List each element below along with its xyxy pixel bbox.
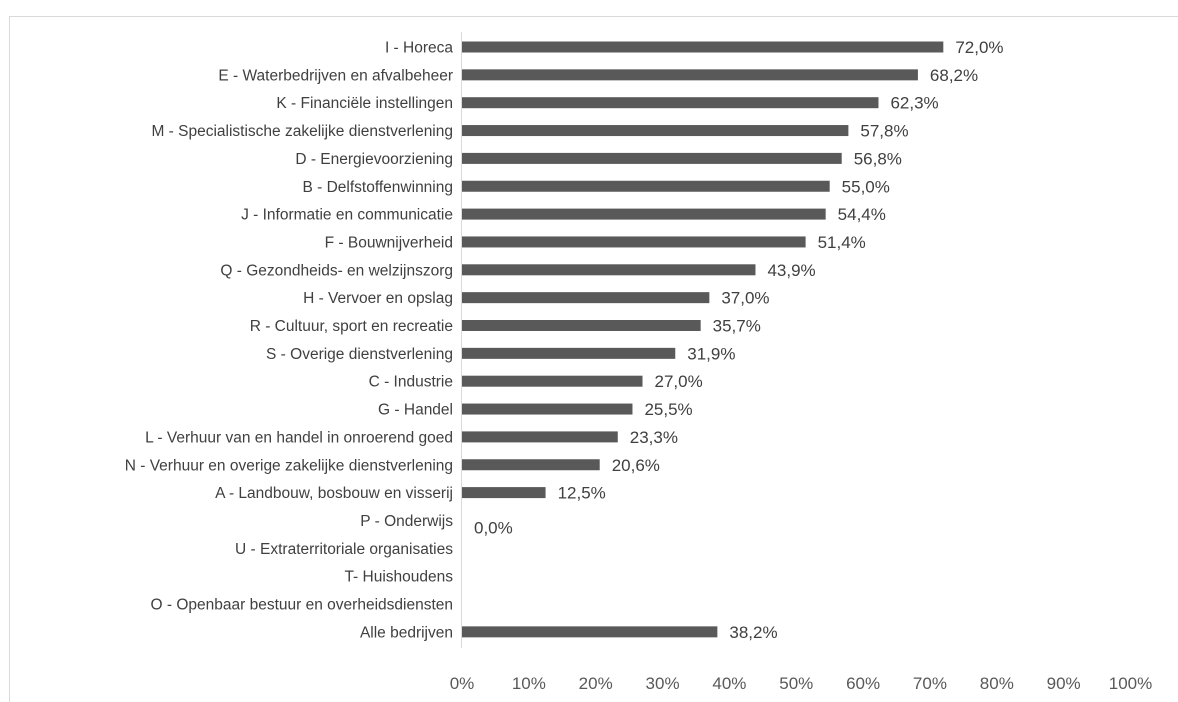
bar	[462, 125, 849, 137]
bar	[462, 375, 643, 387]
category-label: N - Verhuur en overige zakelijke dienstv…	[125, 457, 453, 474]
category-label: Q - Gezondheids- en welzijnszorg	[220, 262, 453, 279]
category-label: I - Horeca	[385, 40, 453, 57]
bar	[462, 69, 918, 81]
category-label: K - Financiële instellingen	[276, 95, 453, 112]
bar	[462, 431, 618, 443]
data-label: 31,9%	[687, 344, 735, 363]
x-axis: 0% 10% 20% 30% 40% 50% 60% 70% 80% 90% 100%	[450, 674, 1153, 693]
bar	[462, 459, 600, 471]
x-tick-label: 50%	[779, 674, 813, 693]
bar	[462, 97, 879, 109]
data-label: 56,8%	[854, 149, 902, 168]
category-label: T- Huishoudens	[344, 569, 453, 586]
bar	[462, 403, 633, 415]
category-label: B - Delfstoffenwinning	[303, 179, 454, 196]
category-label: O - Openbaar bestuur en overheidsdienste…	[151, 597, 453, 614]
bar	[462, 41, 944, 53]
x-tick-label: 0%	[450, 674, 475, 693]
data-label: 35,7%	[713, 317, 761, 336]
x-tick-label: 80%	[980, 674, 1014, 693]
data-label: 51,4%	[818, 233, 866, 252]
data-label: 55,0%	[842, 177, 890, 196]
category-label: L - Verhuur van en handel in onroerend g…	[145, 429, 453, 446]
x-tick-label: 90%	[1047, 674, 1081, 693]
category-label: Alle bedrijven	[360, 624, 453, 641]
x-tick-label: 100%	[1109, 674, 1152, 693]
bar	[462, 264, 756, 276]
chart-frame	[9, 16, 1178, 702]
bars-layer: I - Horeca 72,0% E - Waterbedrijven en afv…	[125, 38, 1004, 642]
category-label: A - Landbouw, bosbouw en visserij	[215, 485, 453, 502]
x-tick-label: 30%	[646, 674, 680, 693]
bar	[462, 152, 842, 164]
category-label: H - Vervoer en opslag	[303, 290, 453, 307]
bar	[462, 320, 701, 331]
bar	[462, 236, 806, 248]
x-tick-label: 60%	[846, 674, 880, 693]
data-label: 43,9%	[767, 261, 815, 280]
data-label: 54,4%	[838, 205, 886, 224]
data-label: 68,2%	[930, 66, 978, 85]
category-label: R - Cultuur, sport en recreatie	[250, 318, 453, 335]
bar	[462, 487, 546, 499]
category-label: P - Onderwijs	[360, 513, 453, 530]
x-tick-label: 10%	[512, 674, 546, 693]
bar	[462, 292, 710, 304]
bar	[462, 626, 718, 638]
category-label: G - Handel	[378, 402, 453, 419]
category-label: U - Extraterritoriale organisaties	[235, 541, 453, 558]
x-tick-label: 40%	[712, 674, 746, 693]
data-label: 38,2%	[729, 623, 777, 642]
x-tick-label: 20%	[579, 674, 613, 693]
data-label: 72,0%	[955, 38, 1003, 57]
data-label: 25,5%	[644, 400, 692, 419]
data-label: 27,0%	[654, 372, 702, 391]
category-label: C - Industrie	[369, 374, 453, 391]
bar	[462, 180, 830, 192]
data-label: 62,3%	[890, 94, 938, 113]
bar	[462, 347, 676, 359]
bar	[462, 208, 826, 220]
category-label: E - Waterbedrijven en afvalbeheer	[218, 67, 453, 84]
data-label: 23,3%	[630, 428, 678, 447]
category-label: D - Energievoorziening	[295, 151, 453, 168]
data-label: 12,5%	[558, 484, 606, 503]
category-label: S - Overige dienstverlening	[266, 346, 453, 363]
category-label: J - Informatie en communicatie	[241, 207, 453, 224]
data-label: 0,0%	[474, 518, 513, 537]
category-label: M - Specialistische zakelijke dienstverl…	[151, 123, 453, 140]
category-label: F - Bouwnijverheid	[325, 234, 453, 251]
data-label: 57,8%	[860, 122, 908, 141]
data-label: 37,0%	[721, 289, 769, 308]
x-tick-label: 70%	[913, 674, 947, 693]
data-label: 20,6%	[612, 456, 660, 475]
